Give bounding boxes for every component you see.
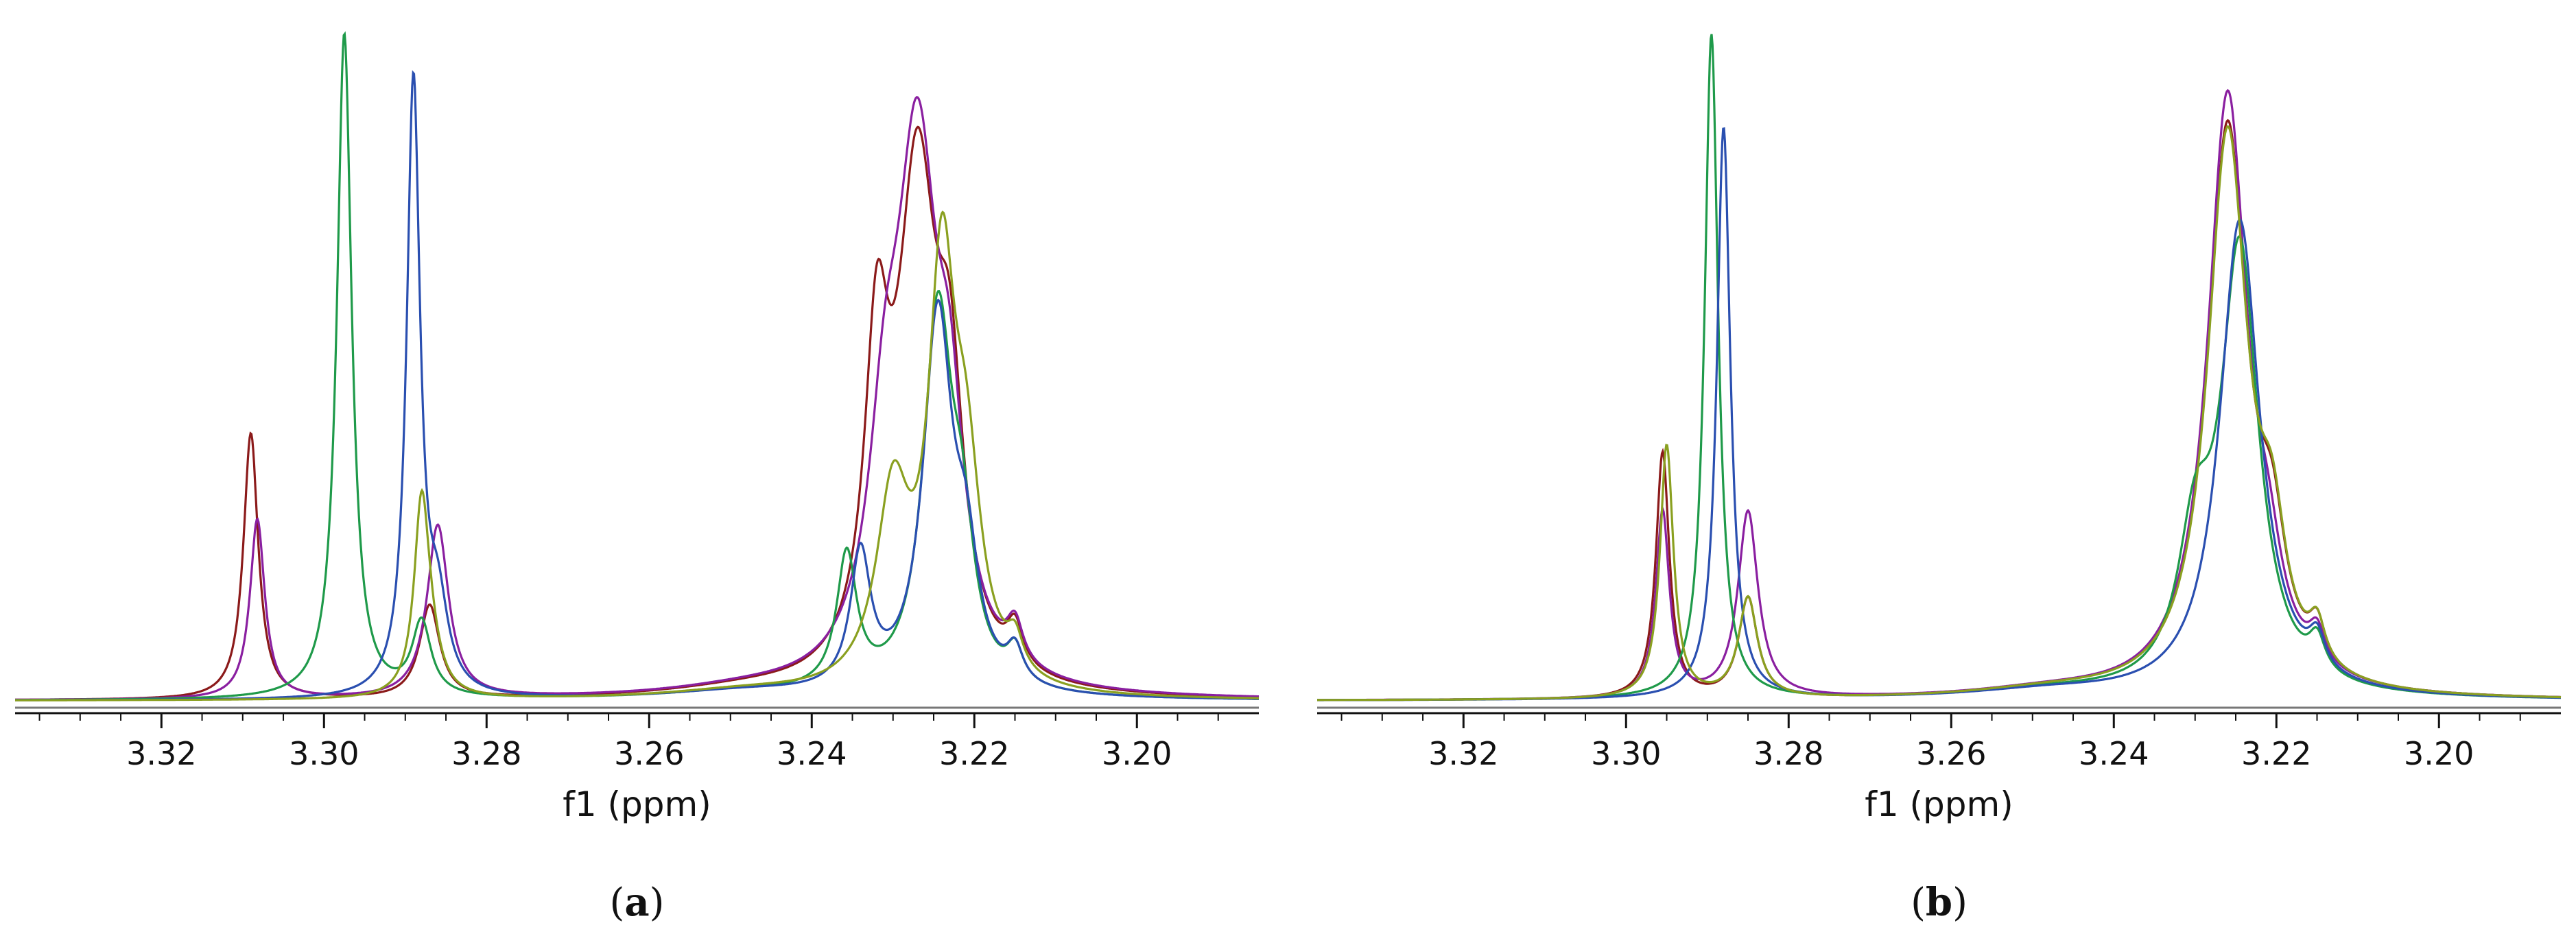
x-tick-label: 3.20 [2404,735,2474,772]
x-tick-label: 3.30 [1591,735,1661,772]
panel-label: (a) [609,880,664,925]
x-tick-label: 3.24 [2079,735,2149,772]
x-tick-label: 3.28 [1753,735,1823,772]
spectrum-trace-4 [15,70,1260,702]
spectrum-trace-4 [1317,127,2561,702]
spectrum-trace-2 [15,95,1259,701]
x-tick-label: 3.22 [939,735,1009,772]
spectrum-trace-3 [15,31,1259,702]
x-tick-label: 3.32 [126,735,196,772]
spectrum-trace-2 [1317,88,2561,702]
panel-a: 3.32 3.30 3.28 3.26 3.24 3.22 3.20 f1 (ppm) (a) [15,31,1260,925]
x-tick-label: 3.26 [614,735,684,772]
spectrum-trace-5 [1317,125,2561,702]
x-axis-title: f1 (ppm) [563,784,711,824]
spectrum-trace-1 [1317,119,2562,702]
panel-label: (b) [1911,880,1968,925]
x-tick-label: 3.22 [2241,735,2311,772]
spectrum-trace-5 [15,211,1259,702]
spectrum-trace-1 [15,125,1260,701]
panel-b: 3.32 3.30 3.28 3.26 3.24 3.22 3.20 f1 (ppm) (b) [1317,34,2562,925]
x-tick-label: 3.28 [451,735,521,772]
spectrum-trace-3 [1317,34,2561,702]
x-tick-label: 3.26 [1916,735,1986,772]
x-tick-label: 3.30 [289,735,359,772]
x-axis-title: f1 (ppm) [1865,784,2013,824]
x-tick-label: 3.24 [777,735,847,772]
x-tick-label: 3.32 [1428,735,1498,772]
x-tick-label: 3.20 [1102,735,1172,772]
